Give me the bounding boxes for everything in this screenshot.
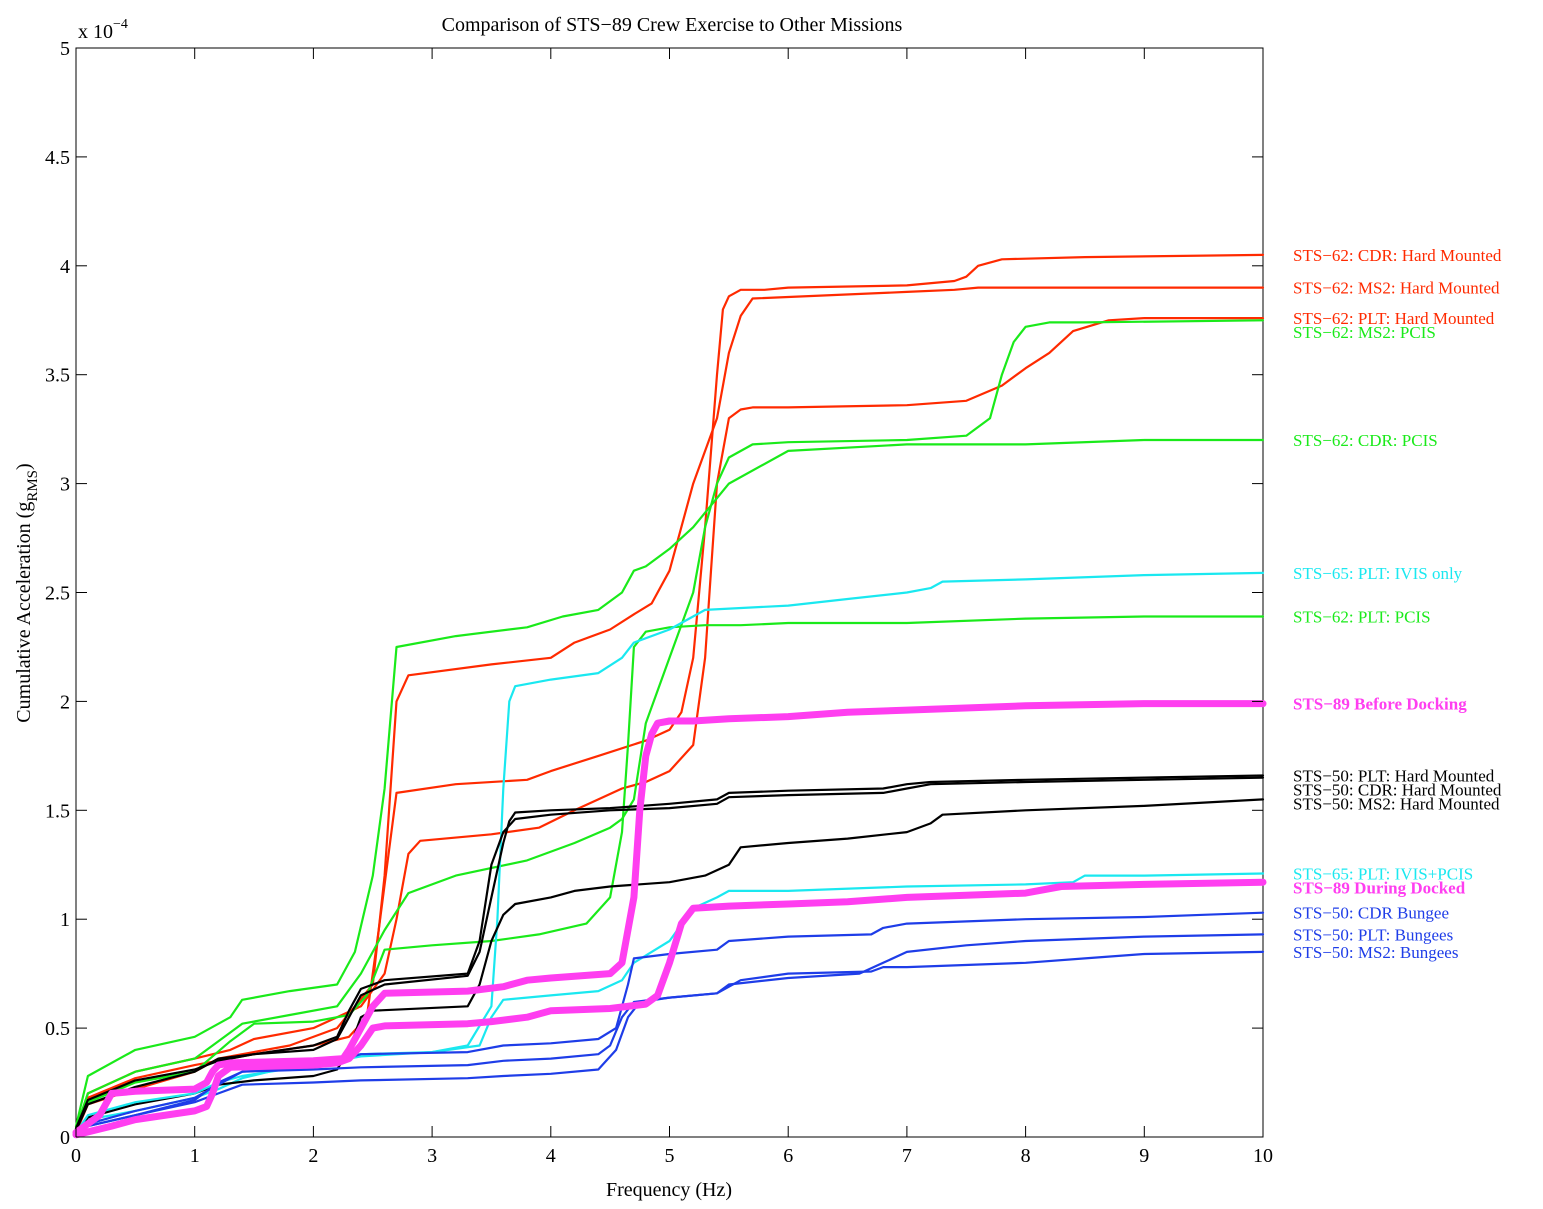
x-axis-title: Frequency (Hz)	[606, 1179, 732, 1201]
legend-entry: STS−89 Before Docking	[1293, 695, 1467, 714]
legend-entry: STS−62: PLT: PCIS	[1293, 608, 1431, 627]
series-layer	[72, 253, 1267, 1139]
x-tick-label: 7	[902, 1145, 912, 1167]
series-line	[74, 798, 1265, 1134]
series-line	[74, 776, 1265, 1132]
legend-entry: STS−62: MS2: Hard Mounted	[1293, 279, 1500, 298]
legend-entry: STS−89 During Docked	[1293, 879, 1466, 898]
y-exponent: x 10−4	[78, 17, 128, 43]
x-tick-label: 6	[783, 1145, 793, 1167]
plot-frame	[75, 47, 1264, 1138]
y-tick-label: 2	[60, 691, 70, 713]
x-tick-label: 2	[308, 1145, 318, 1167]
y-axis-title-sub: RMS	[25, 470, 41, 502]
series-line	[74, 319, 1265, 1130]
series-line	[74, 438, 1265, 1128]
x-tick-label: 1	[190, 1145, 200, 1167]
y-exponent-power: −4	[113, 17, 128, 32]
legend-entry: STS−65: PLT: IVIS only	[1293, 564, 1463, 583]
series-line	[74, 615, 1265, 1132]
x-tick-label: 4	[546, 1145, 556, 1167]
legend-entry: STS−62: PLT: Hard Mounted	[1293, 309, 1495, 328]
y-tick-label: 5	[60, 38, 70, 60]
series-line	[74, 933, 1265, 1136]
series-line	[74, 872, 1265, 1134]
x-tick-label: 0	[71, 1145, 81, 1167]
y-axis-title: Cumulative Acceleration (gRMS)	[13, 463, 41, 722]
y-tick-label: 1.5	[45, 800, 70, 822]
series-line	[72, 700, 1267, 1137]
legend-entry: STS−50: PLT: Hard Mounted	[1293, 767, 1495, 786]
legend-entry: STS−50: PLT: Bungees	[1293, 925, 1453, 944]
y-axis-title-main: Cumulative Acceleration (g	[13, 502, 35, 723]
x-tick-label: 5	[665, 1145, 675, 1167]
y-tick-label: 3.5	[45, 365, 70, 387]
series-line	[74, 950, 1265, 1136]
y-tick-label: 0	[60, 1127, 70, 1149]
y-tick-label: 1	[60, 909, 70, 931]
y-tick-label: 2.5	[45, 583, 70, 605]
legend-entry: STS−65: PLT: IVIS+PCIS	[1293, 865, 1473, 884]
legend-entry: STS−50: MS2: Hard Mounted	[1293, 795, 1500, 814]
x-tick-label: 3	[427, 1145, 437, 1167]
series-line	[74, 286, 1265, 1134]
legend-entry: STS−62: MS2: PCIS	[1293, 323, 1436, 342]
y-tick-label: 4.5	[45, 147, 70, 169]
legend-entry: STS−62: CDR: PCIS	[1293, 431, 1438, 450]
series-line	[72, 878, 1267, 1139]
legend-entry: STS−62: CDR: Hard Mounted	[1293, 246, 1502, 265]
legend-entry: STS−50: MS2: Bungees	[1293, 943, 1458, 962]
series-line	[74, 317, 1265, 1132]
x-tick-label: 9	[1139, 1145, 1149, 1167]
y-tick-label: 4	[60, 256, 70, 278]
y-tick-label: 0.5	[45, 1018, 70, 1040]
x-tick-label: 8	[1021, 1145, 1031, 1167]
plot-area: 0 1 2 3 4 5 6 7 8 9 10 0 0.5 1 1.5 2 2.5 3 3.5 4 4.5 5	[45, 38, 1273, 1167]
legend-entry: STS−50: CDR Bungee	[1293, 904, 1449, 923]
y-axis-title-close: )	[13, 463, 35, 470]
y-tick-label: 3	[60, 474, 70, 496]
y-exponent-base: x 10	[78, 21, 113, 43]
legend: STS−62: CDR: Hard Mounted STS−62: MS2: Ha…	[1293, 246, 1502, 962]
legend-entry: STS−50: CDR: Hard Mounted	[1293, 781, 1502, 800]
x-tick-label: 10	[1253, 1145, 1273, 1167]
series-line	[74, 253, 1265, 1132]
chart-title: Comparison of STS−89 Crew Exercise to Ot…	[442, 14, 903, 36]
ticks-layer: 0 1 2 3 4 5 6 7 8 9 10 0 0.5 1 1.5 2 2.5 3 3.5 4 4.5 5	[45, 38, 1273, 1167]
